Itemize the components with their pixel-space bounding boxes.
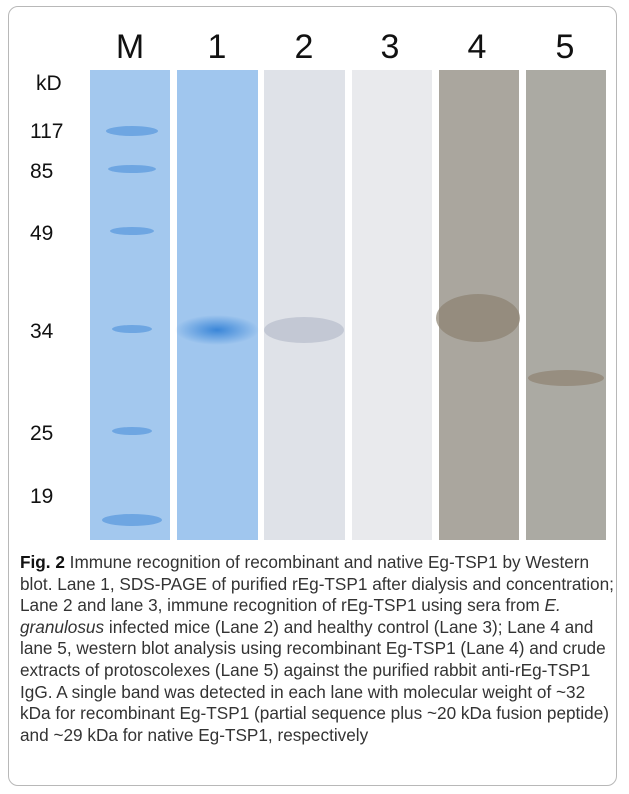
lane-label: 3 — [381, 28, 400, 66]
lane-label: 5 — [556, 28, 575, 66]
lane — [352, 70, 432, 540]
lane-label: 4 — [468, 28, 487, 66]
gel-figure: M 1 2 3 4 5 kD 117 85 49 34 25 19 — [0, 0, 629, 545]
marker-label: 34 — [30, 320, 54, 343]
lane-label: 2 — [295, 28, 314, 66]
page: M 1 2 3 4 5 kD 117 85 49 34 25 19 Fig. 2… — [0, 0, 629, 794]
lane — [177, 70, 258, 540]
lane-label: M — [116, 28, 144, 66]
marker-label: 19 — [30, 485, 53, 508]
unit-label: kD — [36, 72, 62, 95]
protein-band — [528, 370, 604, 386]
figure-caption: Fig. 2 Immune recognition of recombinant… — [20, 552, 614, 746]
lane — [264, 70, 345, 540]
marker-label: 49 — [30, 222, 53, 245]
lane — [90, 70, 170, 540]
protein-band — [175, 315, 259, 345]
protein-band — [436, 294, 520, 342]
marker-label: 117 — [30, 120, 63, 143]
caption-label: Fig. 2 — [20, 552, 65, 572]
marker-label: 85 — [30, 160, 53, 183]
caption-text: Immune recognition of recombinant and na… — [20, 552, 614, 615]
caption-text: infected mice (Lane 2) and healthy contr… — [20, 617, 609, 745]
lane-label: 1 — [208, 28, 227, 66]
marker-label: 25 — [30, 422, 53, 445]
lane — [526, 70, 606, 540]
protein-band — [264, 317, 344, 343]
